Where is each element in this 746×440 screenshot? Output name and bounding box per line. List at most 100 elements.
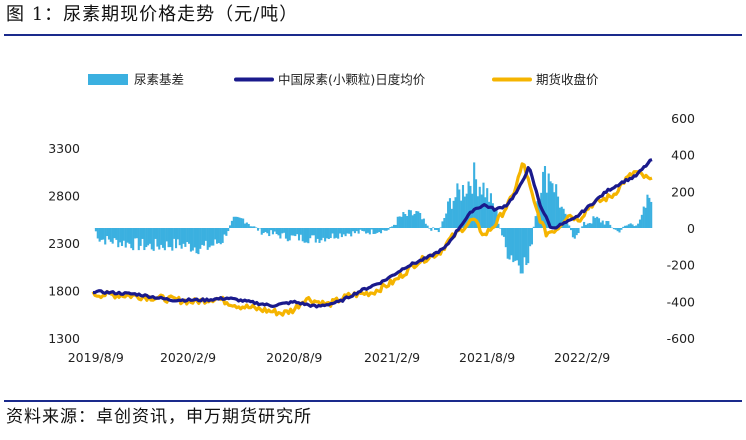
basis-bar [415, 211, 418, 228]
basis-bar [491, 203, 494, 228]
basis-bar [430, 228, 433, 231]
basis-bar [102, 228, 105, 240]
basis-bar [236, 216, 239, 228]
basis-bar [447, 201, 450, 228]
basis-bar [212, 228, 215, 246]
basis-bar [370, 228, 373, 230]
basis-bar [581, 226, 584, 228]
basis-bar [340, 228, 343, 238]
basis-bar [245, 222, 248, 228]
legend-label: 中国尿素(小颗粒)日度均价 [278, 72, 426, 87]
right-tick-label: -400 [667, 294, 695, 309]
basis-bar [223, 228, 226, 235]
basis-bar [439, 227, 442, 228]
basis-bar [352, 228, 355, 232]
basis-bar [174, 228, 178, 249]
spot-line [92, 158, 653, 309]
basis-bar [229, 225, 232, 228]
basis-bar [243, 223, 247, 228]
basis-bar [238, 217, 241, 228]
basis-bar [171, 228, 174, 251]
basis-bar [432, 227, 435, 228]
basis-bar [577, 228, 580, 234]
basis-bar [115, 228, 118, 240]
basis-bar [488, 201, 491, 228]
basis-bar [96, 228, 99, 239]
price-lines [91, 158, 653, 317]
basis-bar [188, 228, 191, 244]
basis-bar [461, 185, 465, 228]
basis-bar [266, 228, 269, 234]
basis-bar [547, 173, 550, 228]
basis-bar [374, 228, 377, 234]
basis-bar [484, 197, 487, 228]
basis-bar [469, 185, 472, 228]
basis-bar [147, 228, 150, 246]
basis-bar [556, 196, 560, 228]
x-tick-label: 2022/2/9 [554, 350, 610, 365]
basis-bar [394, 224, 397, 228]
basis-bar [234, 216, 237, 228]
basis-bar [314, 228, 317, 243]
basis-bar [398, 216, 401, 228]
basis-bar [202, 228, 206, 246]
basis-bar [646, 194, 649, 228]
basis-bar [137, 228, 140, 251]
basis-bar [132, 228, 135, 251]
basis-bar [521, 228, 524, 274]
basis-bar [594, 217, 597, 228]
basis-bar [501, 228, 504, 236]
basis-bar [560, 206, 563, 228]
basis-bar [379, 228, 383, 234]
basis-bar [305, 228, 308, 243]
basis-bar [389, 227, 392, 228]
basis-bar [240, 218, 243, 228]
basis-bar [148, 228, 152, 244]
basis-bar [605, 220, 608, 228]
basis-bar [189, 228, 192, 252]
basis-bar [130, 228, 133, 249]
basis-bar [275, 228, 278, 235]
x-tick-label: 2019/8/9 [68, 350, 124, 365]
basis-bar [426, 225, 429, 228]
basis-bar [111, 228, 114, 244]
basis-bar [644, 207, 647, 228]
basis-bar [599, 222, 602, 228]
basis-bar [400, 216, 403, 228]
right-tick-label: 200 [671, 184, 695, 199]
basis-bar [271, 228, 274, 235]
basis-bar [396, 216, 399, 228]
basis-bar [312, 228, 315, 236]
source-note: 资料来源：卓创资讯，申万期货研究所 [6, 407, 312, 427]
basis-bar [612, 228, 615, 230]
basis-bar [502, 228, 506, 237]
basis-bar [517, 228, 520, 266]
basis-bar [126, 228, 129, 243]
basis-bar [107, 228, 111, 240]
basis-bar [635, 225, 638, 228]
basis-bar [361, 228, 364, 231]
basis-bar [365, 228, 368, 234]
basis-bar [221, 228, 224, 243]
right-tick-label: 0 [687, 221, 695, 236]
basis-bar [523, 228, 526, 258]
basis-bar [143, 228, 146, 251]
basis-bar [419, 213, 422, 228]
basis-bar [409, 210, 412, 228]
basis-bar [210, 228, 213, 246]
basis-bar [642, 206, 645, 228]
basis-bar [363, 228, 366, 232]
basis-bar [460, 200, 463, 228]
basis-bar [273, 228, 276, 232]
basis-bar [504, 228, 507, 248]
basis-bar [303, 228, 306, 243]
basis-bar [489, 193, 492, 228]
basis-bar [154, 228, 157, 239]
basis-bar [217, 228, 220, 244]
basis-bar [637, 223, 640, 228]
basis-bar [173, 228, 176, 239]
basis-bar [299, 228, 302, 235]
basis-bar [331, 228, 334, 234]
basis-bar [247, 223, 250, 228]
basis-bar [510, 228, 513, 256]
